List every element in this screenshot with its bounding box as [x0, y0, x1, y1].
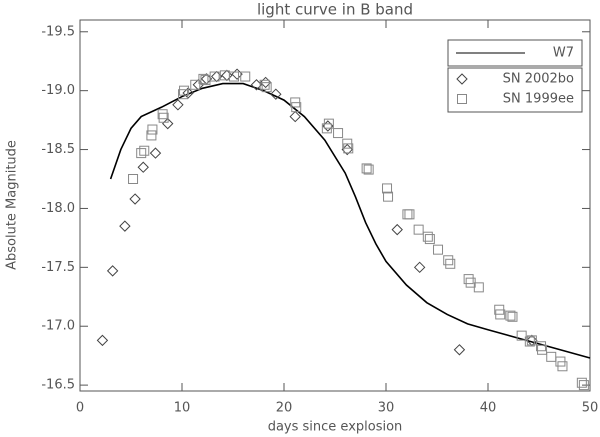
diamond-point	[526, 334, 538, 347]
square-point	[261, 82, 272, 93]
square-point	[363, 164, 374, 175]
square-point	[343, 143, 354, 154]
x-tick-label: 20	[276, 401, 293, 416]
chart-title: light curve in B band	[257, 1, 413, 19]
square-point	[578, 380, 589, 391]
square-point	[576, 377, 587, 388]
square-point	[229, 71, 240, 82]
square-point	[382, 183, 393, 194]
diamond-point	[270, 88, 282, 100]
square-point	[463, 274, 474, 285]
diamond-point	[96, 334, 109, 347]
legend-box	[447, 67, 583, 113]
y-tick-label: -17.5	[41, 260, 75, 275]
square-point	[536, 341, 547, 352]
y-tick-label: -18.5	[41, 142, 75, 157]
square-point	[422, 231, 433, 242]
y-tick-label: -18.0	[41, 201, 75, 216]
x-tick-label: 50	[582, 401, 599, 416]
diamond-point	[413, 261, 426, 274]
square-point	[136, 148, 147, 159]
square-point	[240, 71, 251, 82]
y-tick-label: -19.5	[41, 24, 75, 39]
square-point	[198, 73, 209, 84]
diamond-point	[172, 99, 184, 111]
square-point	[323, 118, 334, 129]
square-point	[445, 258, 456, 269]
diamond-point	[221, 69, 233, 82]
square-point	[557, 361, 568, 372]
x-tick-label: 0	[76, 401, 84, 416]
x-axis-label: days since explosion	[268, 420, 403, 435]
diamond-point	[106, 265, 119, 277]
diamond-point	[182, 87, 194, 99]
square-point	[424, 234, 435, 245]
y-tick-label: -16.5	[41, 378, 75, 393]
diamond-point	[289, 110, 301, 123]
square-point	[473, 282, 484, 293]
square-point	[526, 335, 537, 346]
legend-marker	[457, 94, 467, 104]
square-point	[128, 174, 139, 184]
diamond-point	[149, 147, 162, 159]
legend-label: SN 2002bo	[503, 72, 574, 87]
y-axis-label: Absolute Magnitude	[5, 140, 20, 270]
legend-marker	[456, 73, 468, 85]
square-point	[333, 128, 344, 139]
diamond-point	[453, 344, 466, 356]
square-point	[361, 163, 372, 174]
square-point	[495, 309, 506, 320]
square-point	[516, 330, 527, 341]
x-tick-label: 40	[480, 401, 497, 416]
square-point	[190, 79, 201, 90]
y-tick-label: -19.0	[41, 83, 75, 98]
square-point	[209, 71, 220, 82]
diamond-point	[129, 193, 141, 205]
square-point	[404, 209, 415, 220]
x-tick-label: 10	[174, 401, 191, 416]
diamond-point	[119, 220, 131, 232]
square-point	[179, 85, 190, 96]
square-point	[157, 109, 168, 120]
square-point	[524, 336, 535, 347]
square-point	[383, 191, 394, 202]
square-point	[465, 277, 476, 288]
diamond-point	[391, 223, 403, 236]
square-point	[433, 244, 444, 255]
square-point	[291, 102, 302, 113]
square-point	[147, 124, 158, 135]
legend-box	[447, 39, 583, 67]
square-point	[139, 145, 150, 156]
square-point	[546, 351, 557, 362]
square-point	[178, 89, 189, 100]
square-point	[158, 112, 169, 123]
y-tick-label: -17.0	[41, 319, 75, 334]
square-point	[259, 79, 270, 90]
plot-frame	[79, 19, 591, 392]
diamond-point	[137, 161, 149, 173]
square-point	[402, 209, 413, 220]
square-point	[443, 255, 454, 266]
x-tick-label: 30	[378, 401, 395, 416]
square-point	[146, 130, 157, 141]
square-point	[537, 344, 548, 355]
square-point	[413, 224, 424, 235]
legend-label: SN 1999ee	[503, 92, 574, 107]
square-point	[507, 311, 518, 322]
square-point	[505, 310, 516, 321]
legend-label: W7	[553, 46, 574, 61]
model-line	[109, 82, 591, 359]
